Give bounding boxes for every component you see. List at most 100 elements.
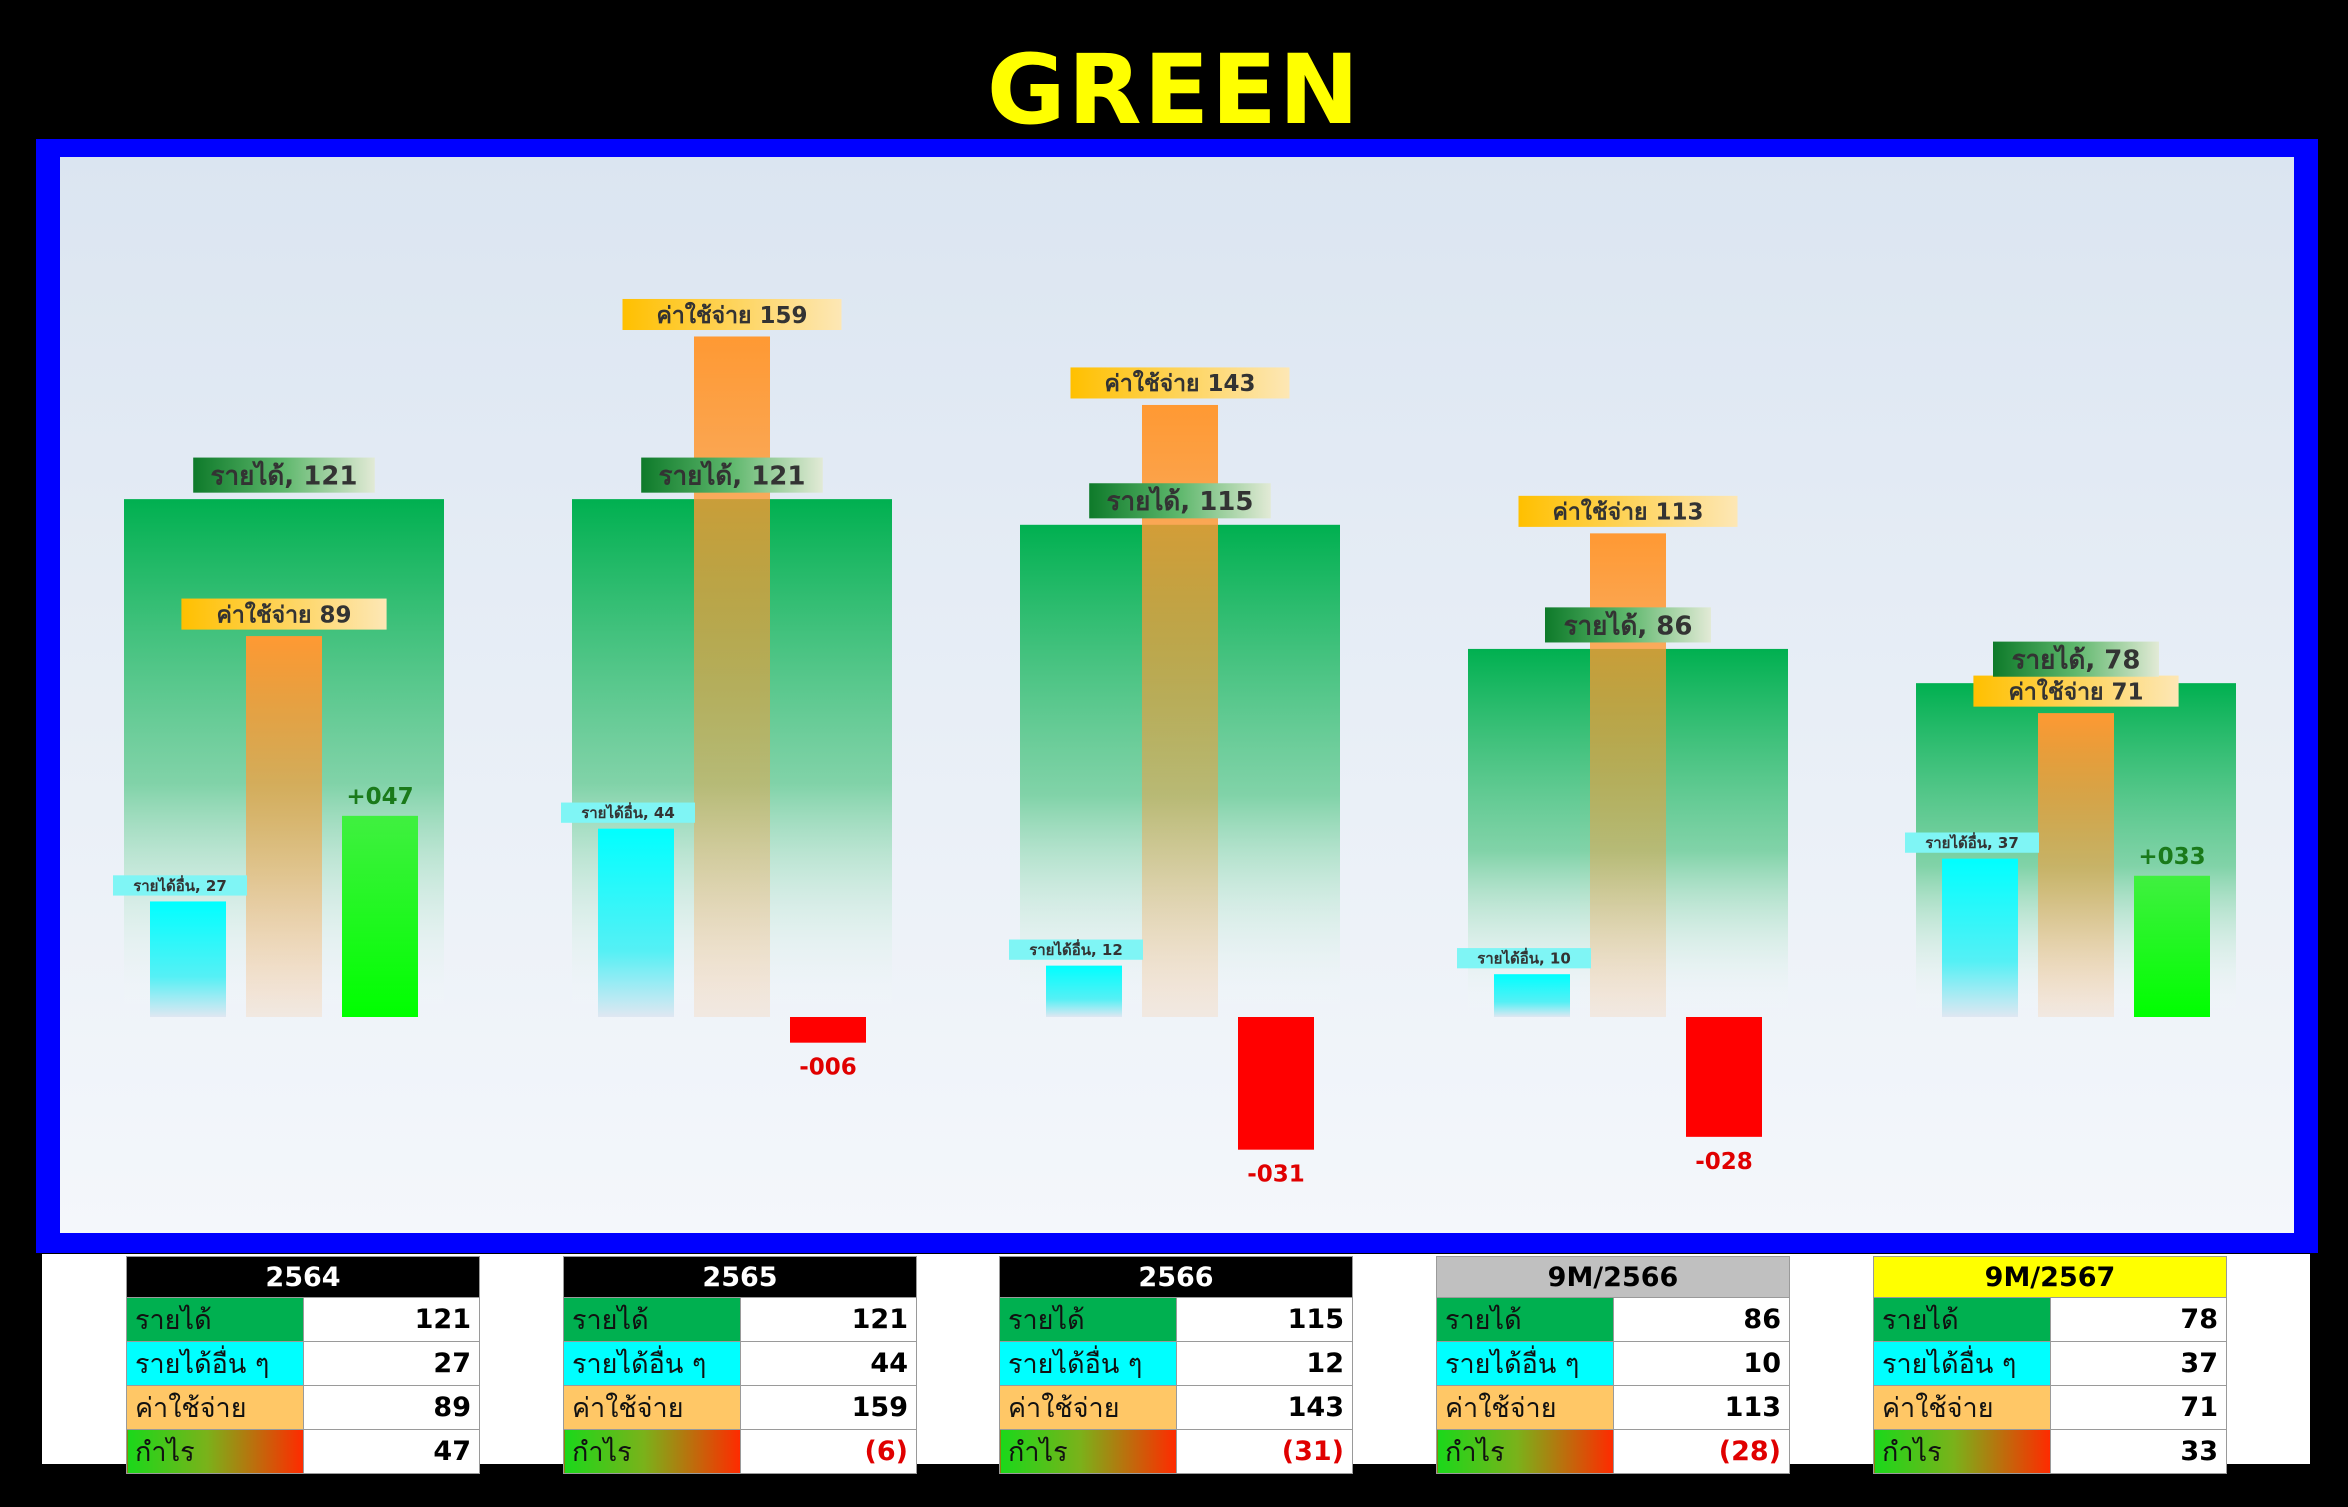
expense-label-bg — [622, 298, 842, 331]
expense-bar — [694, 336, 770, 1017]
revenue-label-bg — [1993, 641, 2159, 677]
row-value: 121 — [302, 1297, 480, 1342]
table-row: กำไร 33 — [1873, 1429, 2227, 1474]
row-value: 44 — [739, 1341, 917, 1386]
row-value: 86 — [1612, 1297, 1790, 1342]
other-income-label-bg — [1009, 939, 1143, 960]
other-income-label: รายได้อื่น, 27 — [133, 875, 227, 895]
profit-bar — [2134, 875, 2210, 1017]
row-label: ค่าใช้จ่าย — [126, 1385, 304, 1430]
table-row: รายได้ 115 — [999, 1297, 1353, 1342]
profit-bar — [1238, 1017, 1314, 1150]
row-label: ค่าใช้จ่าย — [1873, 1385, 2051, 1430]
table-header: 9M/2566 — [1436, 1256, 1790, 1298]
summary-table-1: 2565 รายได้ 121 รายได้อื่น ๆ 44 ค่าใช้จ่าย 159… — [563, 1256, 917, 1474]
row-label: ค่าใช้จ่าย — [999, 1385, 1177, 1430]
profit-label: +033 — [2138, 844, 2205, 870]
row-value: 27 — [302, 1341, 480, 1386]
table-row: กำไร 47 — [126, 1429, 480, 1474]
row-value: 71 — [2049, 1385, 2227, 1430]
row-value: (6) — [739, 1429, 917, 1474]
row-label: กำไร — [126, 1429, 304, 1474]
table-header: 2565 — [563, 1256, 917, 1298]
profit-bar — [1686, 1017, 1762, 1137]
summary-table-3: 9M/2566 รายได้ 86 รายได้อื่น ๆ 10 ค่าใช้จ่าย 1… — [1436, 1256, 1790, 1474]
revenue-label-bg — [1545, 607, 1711, 643]
row-value: 143 — [1175, 1385, 1353, 1430]
row-label: รายได้ — [1873, 1297, 2051, 1342]
profit-label: -031 — [1247, 1162, 1305, 1188]
other-income-label-bg — [1905, 832, 2039, 853]
expense-label: ค่าใช้จ่าย 159 — [656, 301, 807, 329]
profit-label: +047 — [346, 784, 413, 810]
row-label: รายได้ — [563, 1297, 741, 1342]
other-income-label: รายได้อื่น, 44 — [581, 802, 675, 822]
table-row: รายได้ 121 — [126, 1297, 480, 1342]
profit-label: -006 — [799, 1055, 857, 1081]
profit-label: -028 — [1695, 1149, 1753, 1175]
revenue-label-bg — [193, 457, 375, 493]
table-row: รายได้อื่น ๆ 27 — [126, 1341, 480, 1386]
chart: รายได้อื่น, 27 ค่าใช้จ่าย 89 รายได้, 121 +0… — [60, 157, 2294, 1233]
revenue-label-bg — [1089, 483, 1271, 519]
row-value: 47 — [302, 1429, 480, 1474]
row-label: รายได้ — [1436, 1297, 1614, 1342]
row-label: รายได้อื่น ๆ — [1873, 1341, 2051, 1386]
revenue-label: รายได้, 115 — [1107, 485, 1254, 517]
table-row: ค่าใช้จ่าย 159 — [563, 1385, 917, 1430]
row-value: (31) — [1175, 1429, 1353, 1474]
table-row: ค่าใช้จ่าย 113 — [1436, 1385, 1790, 1430]
expense-label: ค่าใช้จ่าย 113 — [1552, 498, 1703, 526]
other-income-bar — [1942, 858, 2018, 1017]
table-row: รายได้อื่น ๆ 12 — [999, 1341, 1353, 1386]
table-row: ค่าใช้จ่าย 71 — [1873, 1385, 2227, 1430]
table-row: รายได้อื่น ๆ 37 — [1873, 1341, 2227, 1386]
row-value: 12 — [1175, 1341, 1353, 1386]
other-income-label: รายได้อื่น, 12 — [1029, 939, 1123, 959]
revenue-label-bg — [641, 457, 823, 493]
other-income-bar — [150, 901, 226, 1017]
revenue-label: รายได้, 121 — [211, 459, 358, 491]
other-income-label-bg — [113, 875, 247, 896]
row-label: รายได้อื่น ๆ — [563, 1341, 741, 1386]
row-value: 37 — [2049, 1341, 2227, 1386]
table-header: 2566 — [999, 1256, 1353, 1298]
row-label: รายได้ — [999, 1297, 1177, 1342]
page-title: GREEN — [986, 34, 1362, 146]
table-row: รายได้อื่น ๆ 44 — [563, 1341, 917, 1386]
table-header: 9M/2567 — [1873, 1256, 2227, 1298]
expense-bar — [1590, 533, 1666, 1017]
row-label: กำไร — [1436, 1429, 1614, 1474]
expense-label-bg — [1973, 675, 2179, 707]
expense-bar — [246, 636, 322, 1017]
row-label: กำไร — [999, 1429, 1177, 1474]
expense-label: ค่าใช้จ่าย 89 — [216, 600, 351, 628]
row-label: กำไร — [563, 1429, 741, 1474]
other-income-label: รายได้อื่น, 37 — [1925, 832, 2019, 852]
row-value: 10 — [1612, 1341, 1790, 1386]
profit-bar — [342, 815, 418, 1017]
expense-label: ค่าใช้จ่าย 143 — [1104, 369, 1255, 397]
table-row: กำไร (28) — [1436, 1429, 1790, 1474]
revenue-label: รายได้, 78 — [2012, 644, 2141, 676]
table-row: ค่าใช้จ่าย 143 — [999, 1385, 1353, 1430]
profit-bar — [790, 1017, 866, 1043]
row-label: กำไร — [1873, 1429, 2051, 1474]
row-value: 115 — [1175, 1297, 1353, 1342]
row-label: รายได้ — [126, 1297, 304, 1342]
row-value: 113 — [1612, 1385, 1790, 1430]
expense-label-bg — [181, 598, 387, 630]
other-income-bar — [598, 828, 674, 1017]
row-value: 159 — [739, 1385, 917, 1430]
row-value: 89 — [302, 1385, 480, 1430]
expense-label-bg — [1518, 495, 1738, 527]
other-income-label: รายได้อื่น, 10 — [1477, 948, 1571, 968]
table-row: รายได้อื่น ๆ 10 — [1436, 1341, 1790, 1386]
row-label: รายได้อื่น ๆ — [999, 1341, 1177, 1386]
other-income-label-bg — [561, 802, 695, 823]
row-value: 78 — [2049, 1297, 2227, 1342]
table-row: รายได้ 121 — [563, 1297, 917, 1342]
row-value: 33 — [2049, 1429, 2227, 1474]
row-value: 121 — [739, 1297, 917, 1342]
row-label: ค่าใช้จ่าย — [1436, 1385, 1614, 1430]
